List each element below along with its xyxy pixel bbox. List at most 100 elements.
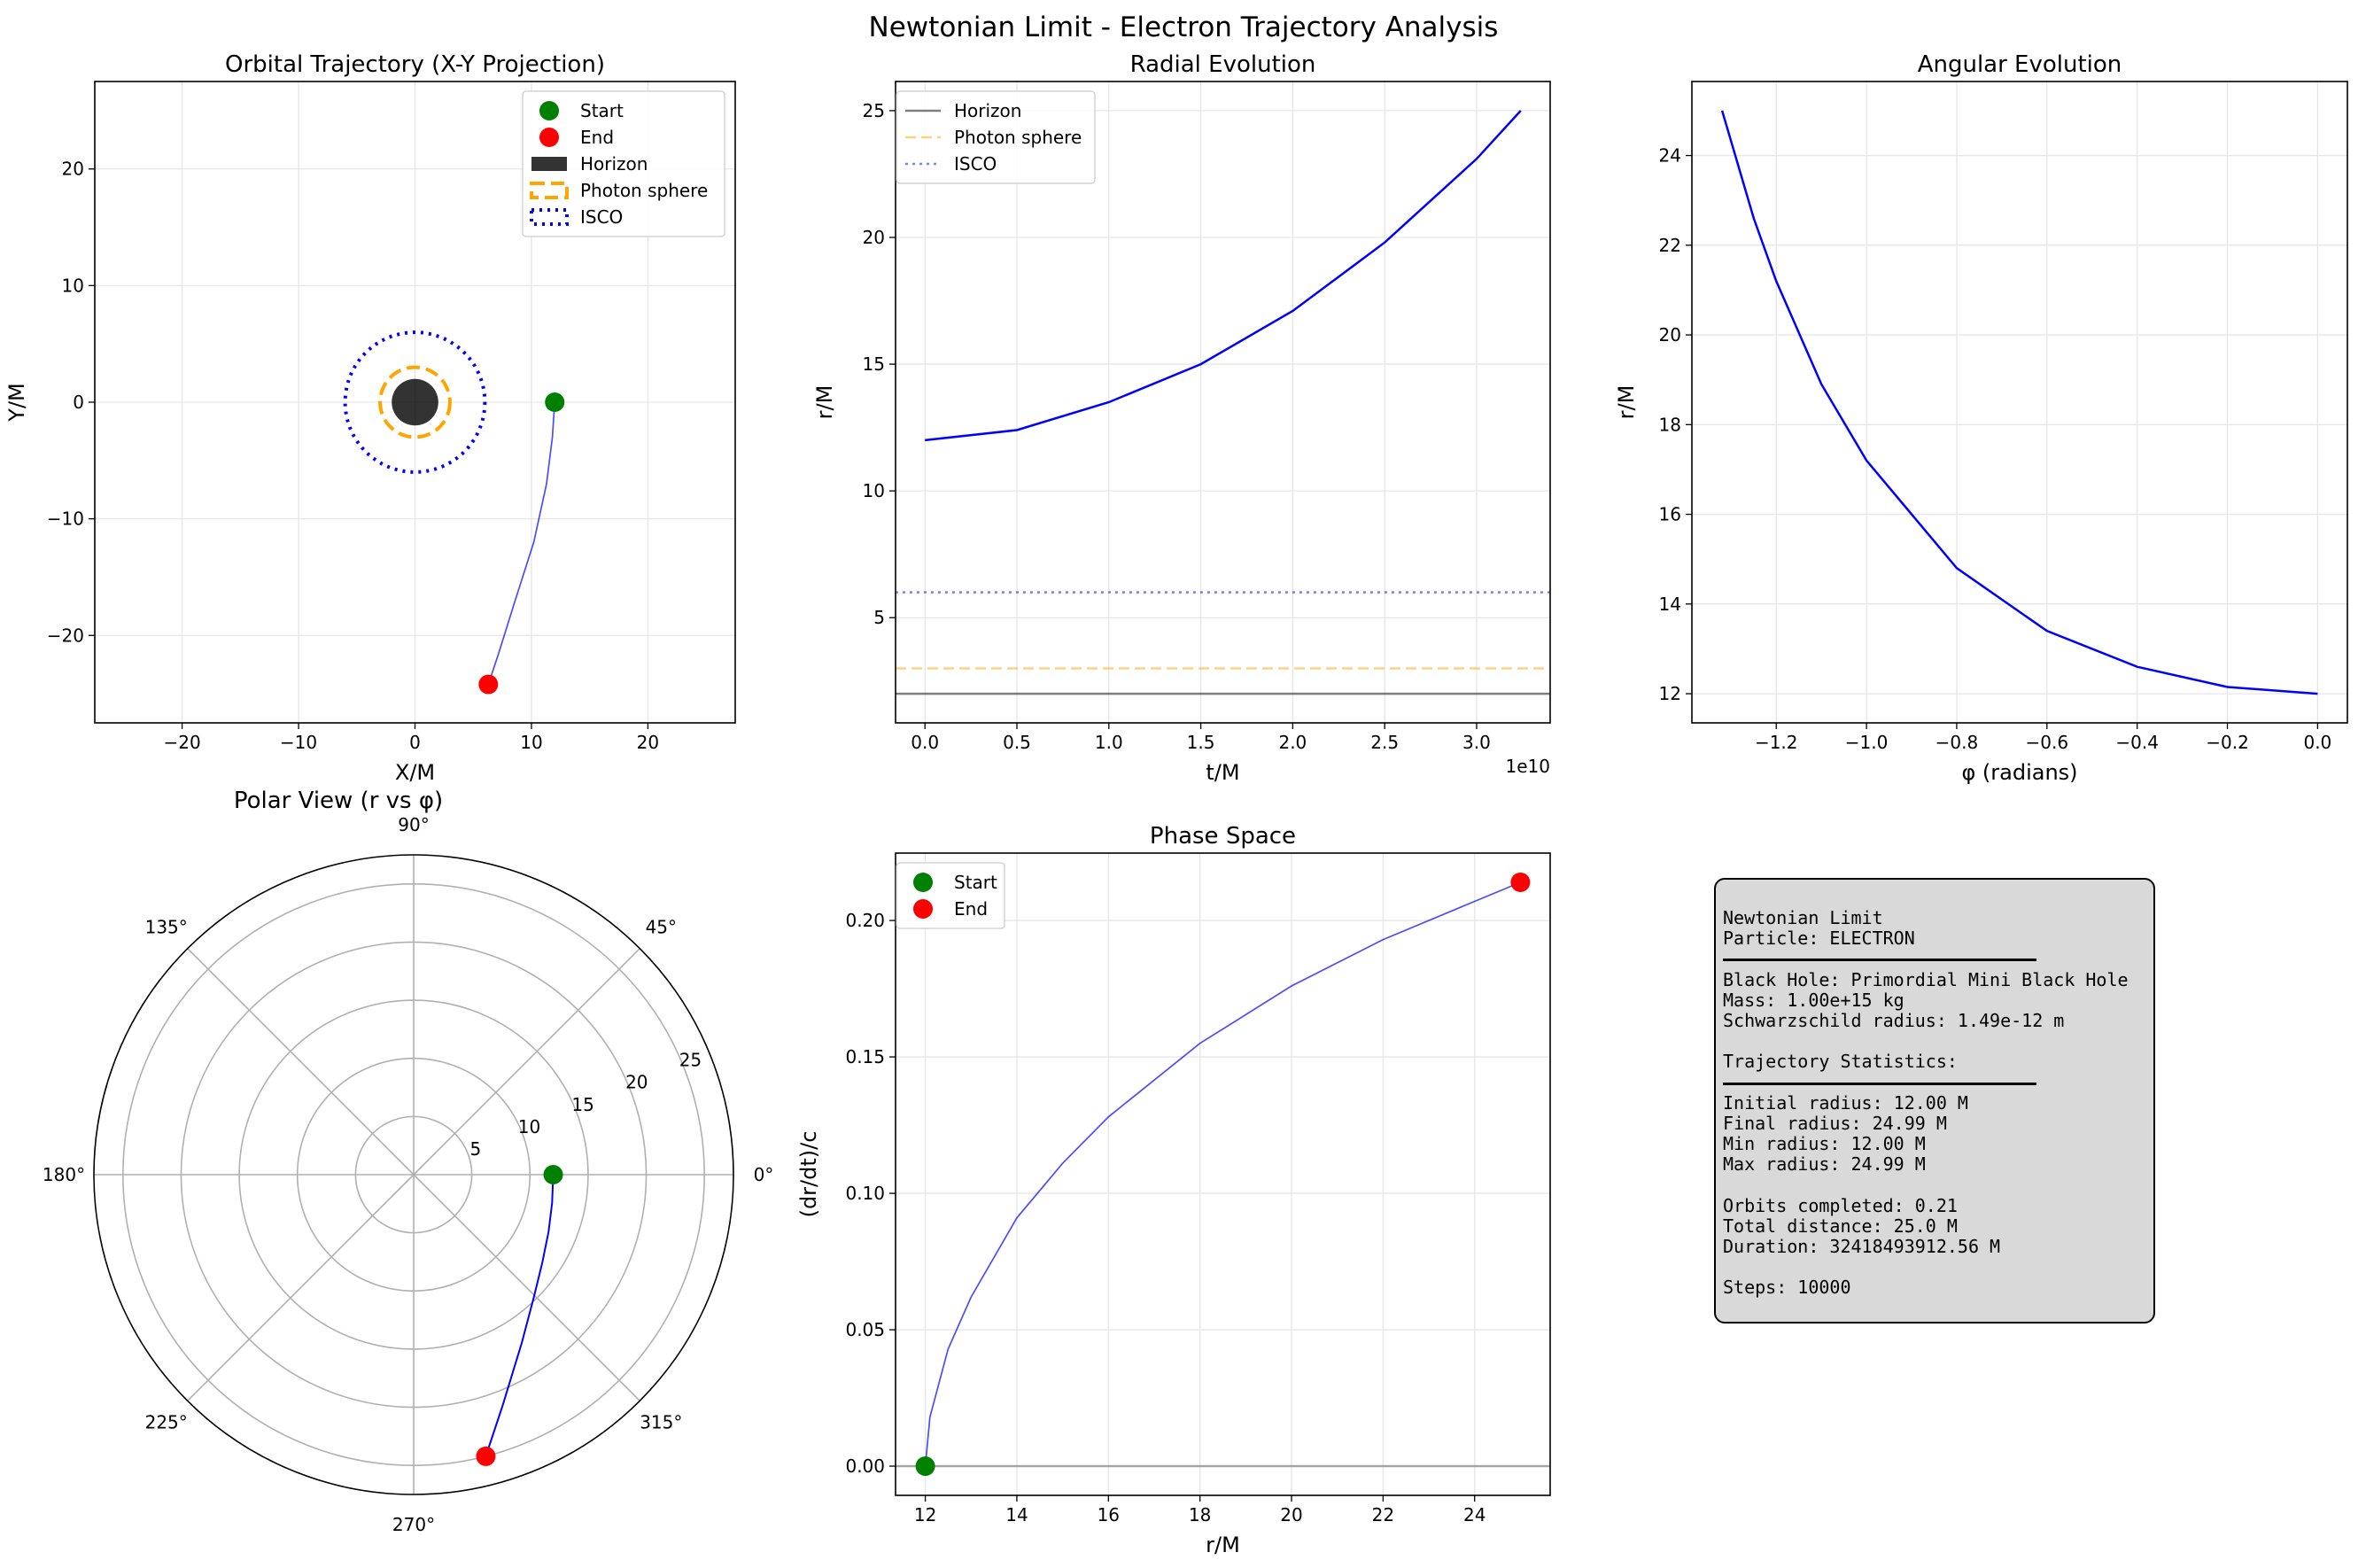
legend-label: Horizon xyxy=(954,100,1021,121)
stats-line: Total distance: 25.0 M xyxy=(1723,1215,1958,1237)
y-axis-label: r/M xyxy=(1614,385,1639,420)
legend-marker xyxy=(913,899,933,919)
y-tick-label: 10 xyxy=(62,275,84,296)
stats-line: Min radius: 12.00 M xyxy=(1723,1133,1926,1155)
photon-sphere-circle xyxy=(378,365,452,439)
y-tick-label: 20 xyxy=(1659,324,1681,345)
y-tick-label: 0.20 xyxy=(845,910,885,931)
polar-grid-spoke xyxy=(187,1174,415,1401)
x-axis-label: t/M xyxy=(1206,760,1239,785)
stats-line: Mass: 1.00e+15 kg xyxy=(1723,989,1904,1011)
legend-label: Start xyxy=(580,100,624,121)
x-tick-label: 14 xyxy=(1005,1504,1028,1525)
axes-frame xyxy=(1691,81,2348,724)
stats-blank xyxy=(1723,1257,2146,1277)
r-tick-label: 20 xyxy=(625,1072,648,1093)
legend-frame xyxy=(896,90,1096,184)
isco-circle xyxy=(343,330,487,474)
x-tick-label: −0.2 xyxy=(2206,732,2249,753)
panel-title: Radial Evolution xyxy=(1130,51,1316,78)
y-axis-label: Y/M xyxy=(4,383,29,422)
trajectory-line xyxy=(487,401,556,685)
theta-label: 270° xyxy=(392,1514,435,1535)
x-tick-label: −0.6 xyxy=(2026,732,2069,753)
polar-frame xyxy=(93,854,734,1495)
x-tick-label: 0.0 xyxy=(911,732,939,753)
legend-marker xyxy=(530,208,569,226)
y-tick-label: 5 xyxy=(873,607,885,628)
y-tick-label: 16 xyxy=(1659,504,1681,525)
theta-label: 135° xyxy=(145,917,188,938)
x-tick-label: −10 xyxy=(280,732,317,753)
y-tick-label: 20 xyxy=(62,159,84,180)
x-tick-label: 3.0 xyxy=(1462,732,1491,753)
end-marker xyxy=(1510,872,1531,892)
x-tick-label: 24 xyxy=(1463,1504,1486,1525)
x-tick-label: −0.4 xyxy=(2115,732,2159,753)
panel-title: Polar View (r vs φ) xyxy=(234,788,443,814)
x-tick-label: 0.5 xyxy=(1003,732,1031,753)
stats-line: Final radius: 24.99 M xyxy=(1723,1112,1947,1134)
axes-frame xyxy=(895,852,1551,1496)
x-tick-label: 22 xyxy=(1372,1504,1394,1525)
theta-label: 180° xyxy=(43,1164,85,1185)
panel-title: Angular Evolution xyxy=(1918,51,2122,78)
x-tick-label: 16 xyxy=(1098,1504,1120,1525)
legend-marker xyxy=(539,101,559,120)
x-tick-label: 18 xyxy=(1189,1504,1211,1525)
y-axis-label: (dr/dt)/c xyxy=(796,1131,821,1218)
theta-label: 315° xyxy=(640,1411,682,1432)
x-tick-label: 20 xyxy=(1280,1504,1302,1525)
legend-label: End xyxy=(954,898,988,920)
x-tick-label: 12 xyxy=(914,1504,936,1525)
y-tick-label: 0.10 xyxy=(845,1183,885,1204)
stats-line: Black Hole: Primordial Mini Black Hole xyxy=(1723,968,2129,990)
y-tick-label: 10 xyxy=(863,480,885,501)
stats-divider xyxy=(1723,949,2146,969)
axes-frame xyxy=(94,81,736,724)
polar-grid-spoke xyxy=(187,948,415,1176)
x-tick-label: −0.8 xyxy=(1935,732,1979,753)
theta-label: 90° xyxy=(398,814,429,835)
stats-line: Duration: 32418493912.56 M xyxy=(1723,1236,2001,1257)
stats-line: Initial radius: 12.00 M xyxy=(1723,1091,1968,1114)
theta-label: 0° xyxy=(754,1164,774,1185)
stats-line: Trajectory Statistics: xyxy=(1723,1051,1958,1073)
panel-radial: 0.0 0.5 1.0 1.5 2.0 2.5 3.0 5 10 15 20 25 Radial Evo… xyxy=(812,51,1551,785)
stats-blank xyxy=(1723,1175,2146,1195)
stats-line: Newtonian Limit xyxy=(1723,907,1883,928)
start-marker xyxy=(915,1456,935,1477)
horizon-disk xyxy=(392,378,438,426)
legend-frame xyxy=(522,90,725,237)
stats-panel: Newtonian Limit Particle: ELECTRON Black H… xyxy=(1714,878,2155,1323)
x-axis-label: X/M xyxy=(395,760,435,785)
trajectory-line xyxy=(1720,110,2318,695)
figure-title: Newtonian Limit - Electron Trajectory An… xyxy=(869,12,1499,43)
y-tick-label: 15 xyxy=(863,353,885,375)
start-marker xyxy=(543,1165,563,1184)
y-tick-label: 24 xyxy=(1659,145,1681,167)
stats-divider xyxy=(1723,1073,2146,1093)
y-tick-label: 25 xyxy=(863,100,885,121)
trajectory-line xyxy=(485,1174,555,1457)
trajectory-line xyxy=(925,110,1522,442)
r-tick-label: 5 xyxy=(470,1138,482,1160)
x-tick-label: −1.2 xyxy=(1755,732,1798,753)
legend-label: Photon sphere xyxy=(580,180,708,201)
theta-label: 225° xyxy=(145,1411,188,1432)
legend-label: Start xyxy=(954,872,997,893)
stats-line: Schwarzschild radius: 1.49e-12 m xyxy=(1723,1009,2065,1031)
x-offset-label: 1e10 xyxy=(1506,756,1550,777)
y-tick-label: 12 xyxy=(1659,683,1681,704)
theta-label: 45° xyxy=(646,917,677,938)
panel-title: Phase Space xyxy=(1150,823,1296,850)
legend-label: Photon sphere xyxy=(954,127,1082,148)
stats-line: Steps: 10000 xyxy=(1723,1277,1851,1299)
y-tick-label: −10 xyxy=(47,508,84,530)
x-axis-label: φ (radians) xyxy=(1961,760,2077,785)
polar-grid-spoke xyxy=(413,1174,640,1401)
r-tick-label: 25 xyxy=(679,1050,702,1071)
r-tick-label: 15 xyxy=(571,1094,593,1115)
x-tick-label: −1.0 xyxy=(1845,732,1889,753)
x-tick-label: 10 xyxy=(520,732,542,753)
